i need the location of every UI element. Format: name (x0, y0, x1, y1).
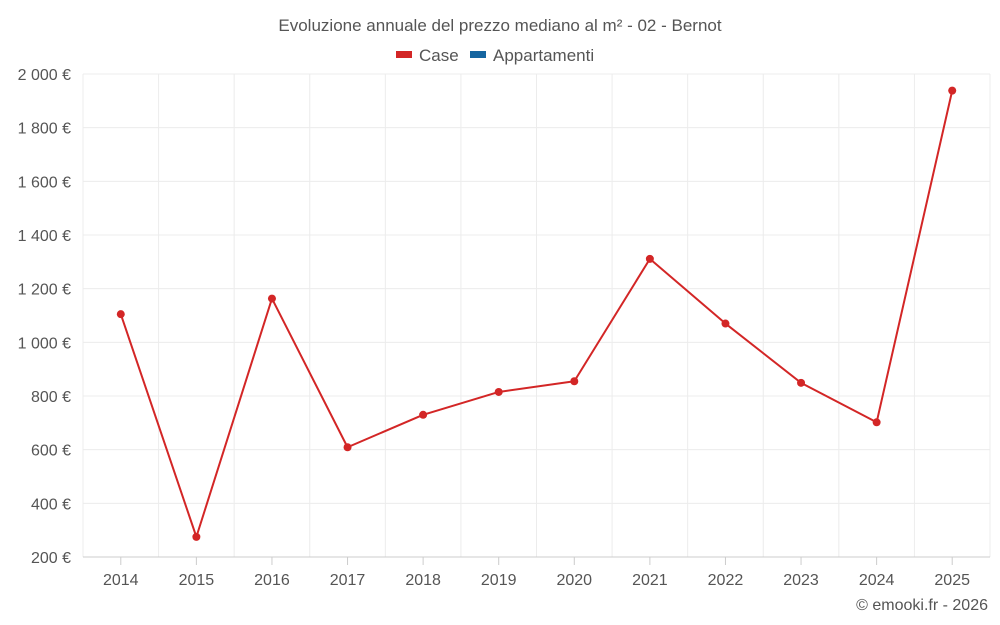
y-tick-label: 1 800 € (18, 121, 71, 138)
y-axis: 200 € 400 € 600 € 800 € 1 000 € 1 200 € 1 400 … (18, 67, 71, 567)
x-tick-label: 2014 (103, 572, 139, 589)
data-point-2025[interactable] (948, 86, 957, 95)
legend-item-appartamenti[interactable]: Appartamenti (470, 46, 594, 65)
data-point-2022[interactable] (721, 319, 730, 328)
chart-title: Evoluzione annuale del prezzo mediano al… (278, 16, 721, 35)
data-point-2019[interactable] (494, 387, 503, 396)
credit-text: © emooki.fr - 2026 (856, 597, 988, 614)
grid (82, 73, 991, 558)
y-tick-label: 600 € (31, 443, 71, 460)
series-case (116, 86, 957, 541)
x-tick-label: 2022 (708, 572, 744, 589)
legend: Case Appartamenti (396, 46, 594, 65)
data-point-2016[interactable] (267, 294, 276, 303)
legend-item-case[interactable]: Case (396, 46, 459, 65)
x-tick-label: 2023 (783, 572, 819, 589)
y-tick-label: 1 200 € (18, 282, 71, 299)
y-tick-label: 2 000 € (18, 67, 71, 84)
y-tick-label: 200 € (31, 550, 71, 567)
y-tick-label: 800 € (31, 389, 71, 406)
legend-swatch-appartamenti (470, 51, 486, 58)
x-tick-label: 2015 (179, 572, 215, 589)
data-point-2018[interactable] (419, 410, 428, 419)
y-tick-label: 1 600 € (18, 174, 71, 191)
x-axis: 2014 2015 2016 2017 2018 2019 2020 2021 2022 2023… (83, 556, 990, 589)
data-point-2020[interactable] (570, 377, 579, 386)
y-tick-label: 1 400 € (18, 228, 71, 245)
x-tick-label: 2019 (481, 572, 517, 589)
x-tick-label: 2025 (934, 572, 970, 589)
x-tick-label: 2021 (632, 572, 668, 589)
data-point-2017[interactable] (343, 443, 352, 452)
x-tick-label: 2017 (330, 572, 366, 589)
data-point-2014[interactable] (116, 310, 125, 319)
x-tick-label: 2018 (405, 572, 441, 589)
series-line-case (119, 90, 954, 538)
legend-swatch-case (396, 51, 412, 58)
legend-label-case: Case (419, 46, 459, 65)
data-point-2024[interactable] (872, 418, 881, 427)
y-tick-label: 1 000 € (18, 335, 71, 352)
data-point-2015[interactable] (192, 532, 201, 541)
x-tick-label: 2016 (254, 572, 290, 589)
data-point-2021[interactable] (645, 254, 654, 263)
legend-label-appartamenti: Appartamenti (493, 46, 594, 65)
x-tick-label: 2024 (859, 572, 895, 589)
x-tick-label: 2020 (556, 572, 592, 589)
data-point-2023[interactable] (797, 378, 806, 387)
y-tick-label: 400 € (31, 496, 71, 513)
